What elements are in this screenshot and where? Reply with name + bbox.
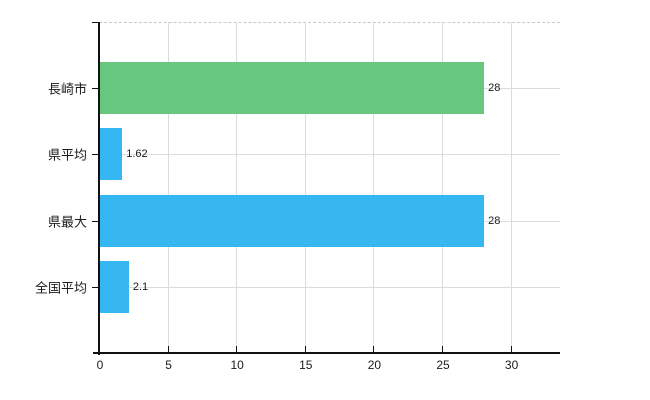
gridline-x-25 [442, 22, 443, 353]
bar-value-label: 28 [488, 214, 501, 227]
gridline-y-3 [99, 286, 560, 288]
category-label-0: 長崎市 [47, 81, 87, 97]
x-tick-label: 30 [504, 358, 519, 372]
gridline-y-1 [99, 154, 560, 156]
gridline-x-20 [373, 22, 375, 353]
category-label-2: 県最大 [47, 214, 87, 230]
x-tick-10 [236, 346, 238, 353]
x-tick-25 [442, 346, 443, 353]
x-tick-15 [304, 346, 306, 353]
bar-3 [100, 260, 129, 313]
gridline-top [99, 22, 560, 23]
x-tick-label: 10 [230, 358, 244, 372]
bar-value-label: 28 [488, 82, 501, 95]
gridline-x-30 [510, 22, 512, 353]
category-label-3: 全国平均 [34, 280, 87, 296]
category-label-1: 県平均 [47, 147, 87, 163]
bar-value-label: 2.1 [132, 280, 149, 293]
y-axis-end-tick [92, 22, 99, 23]
x-tick-label: 25 [436, 358, 450, 372]
bar-1 [100, 128, 123, 181]
y-tick-3 [92, 286, 99, 288]
bar-2 [100, 194, 485, 247]
x-tick-label: 0 [96, 358, 104, 372]
y-tick-0 [92, 88, 99, 90]
x-tick-20 [373, 346, 375, 353]
gridline-x-15 [304, 22, 306, 353]
x-tick-label: 5 [165, 358, 172, 372]
y-tick-1 [92, 154, 99, 156]
x-tick-label: 20 [367, 358, 382, 372]
gridline-x-5 [167, 22, 169, 353]
x-tick-label: 15 [299, 358, 313, 372]
bar-value-label: 1.62 [126, 148, 148, 161]
gridline-x-10 [236, 22, 238, 353]
x-tick-0 [99, 346, 100, 353]
x-tick-5 [167, 346, 169, 353]
y-tick-2 [92, 220, 99, 222]
bar-0 [100, 62, 485, 115]
x-axis-line [93, 352, 560, 354]
x-tick-30 [510, 346, 512, 353]
y-axis-line [98, 22, 100, 355]
